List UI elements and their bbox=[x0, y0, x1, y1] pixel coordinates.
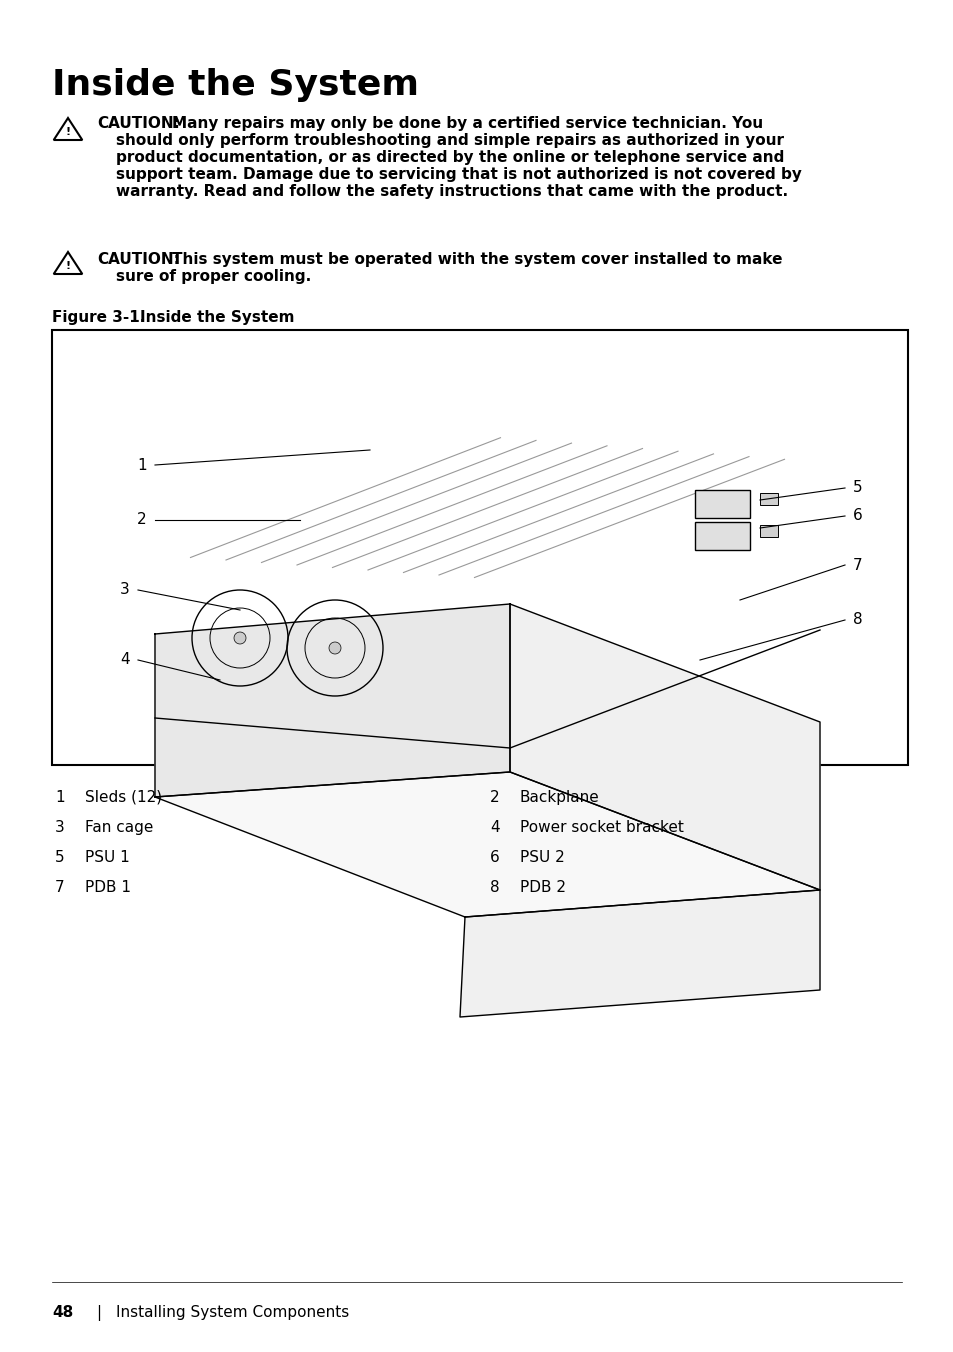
Circle shape bbox=[329, 642, 340, 654]
Text: 7: 7 bbox=[55, 880, 65, 895]
Text: 5: 5 bbox=[852, 480, 862, 495]
Text: Many repairs may only be done by a certified service technician. You: Many repairs may only be done by a certi… bbox=[172, 116, 762, 131]
Text: product documentation, or as directed by the online or telephone service and: product documentation, or as directed by… bbox=[116, 150, 783, 165]
Bar bbox=[695, 489, 749, 518]
Polygon shape bbox=[154, 772, 820, 917]
Text: 1: 1 bbox=[137, 457, 147, 472]
Text: 7: 7 bbox=[852, 557, 862, 572]
Text: 2: 2 bbox=[490, 790, 499, 804]
Polygon shape bbox=[510, 604, 820, 890]
Bar bbox=[760, 525, 778, 537]
Text: 4: 4 bbox=[490, 821, 499, 836]
Text: CAUTION:: CAUTION: bbox=[97, 116, 180, 131]
Circle shape bbox=[233, 631, 246, 644]
Polygon shape bbox=[459, 890, 820, 1017]
Bar bbox=[52, 330, 907, 765]
Bar bbox=[760, 493, 778, 506]
Text: 6: 6 bbox=[852, 508, 862, 523]
Text: warranty. Read and follow the safety instructions that came with the product.: warranty. Read and follow the safety ins… bbox=[116, 184, 787, 199]
Text: should only perform troubleshooting and simple repairs as authorized in your: should only perform troubleshooting and … bbox=[116, 132, 783, 147]
Text: 3: 3 bbox=[55, 821, 65, 836]
Text: PDB 1: PDB 1 bbox=[85, 880, 131, 895]
Text: CAUTION:: CAUTION: bbox=[97, 251, 180, 266]
Text: 8: 8 bbox=[490, 880, 499, 895]
Text: Sleds (12): Sleds (12) bbox=[85, 790, 162, 804]
Text: 4: 4 bbox=[120, 653, 130, 668]
Text: 1: 1 bbox=[55, 790, 65, 804]
Text: |: | bbox=[96, 1305, 101, 1321]
Text: PSU 2: PSU 2 bbox=[519, 850, 564, 865]
Text: 48: 48 bbox=[52, 1305, 73, 1320]
Text: 2: 2 bbox=[137, 512, 147, 527]
Text: sure of proper cooling.: sure of proper cooling. bbox=[116, 269, 311, 284]
Text: Inside the System: Inside the System bbox=[140, 310, 294, 324]
Text: 6: 6 bbox=[490, 850, 499, 865]
Text: Installing System Components: Installing System Components bbox=[116, 1305, 349, 1320]
Text: 3: 3 bbox=[120, 583, 130, 598]
Text: !: ! bbox=[66, 261, 71, 270]
Text: 8: 8 bbox=[852, 612, 862, 627]
Text: support team. Damage due to servicing that is not authorized is not covered by: support team. Damage due to servicing th… bbox=[116, 168, 801, 183]
Text: Fan cage: Fan cage bbox=[85, 821, 153, 836]
Text: Inside the System: Inside the System bbox=[52, 68, 418, 101]
Text: Figure 3-1.: Figure 3-1. bbox=[52, 310, 145, 324]
Polygon shape bbox=[154, 604, 510, 796]
Text: PDB 2: PDB 2 bbox=[519, 880, 565, 895]
Text: !: ! bbox=[66, 127, 71, 137]
Text: Backplane: Backplane bbox=[519, 790, 599, 804]
Text: This system must be operated with the system cover installed to make: This system must be operated with the sy… bbox=[172, 251, 781, 266]
Text: Power socket bracket: Power socket bracket bbox=[519, 821, 683, 836]
Text: 5: 5 bbox=[55, 850, 65, 865]
Text: PSU 1: PSU 1 bbox=[85, 850, 130, 865]
Bar bbox=[695, 522, 749, 550]
